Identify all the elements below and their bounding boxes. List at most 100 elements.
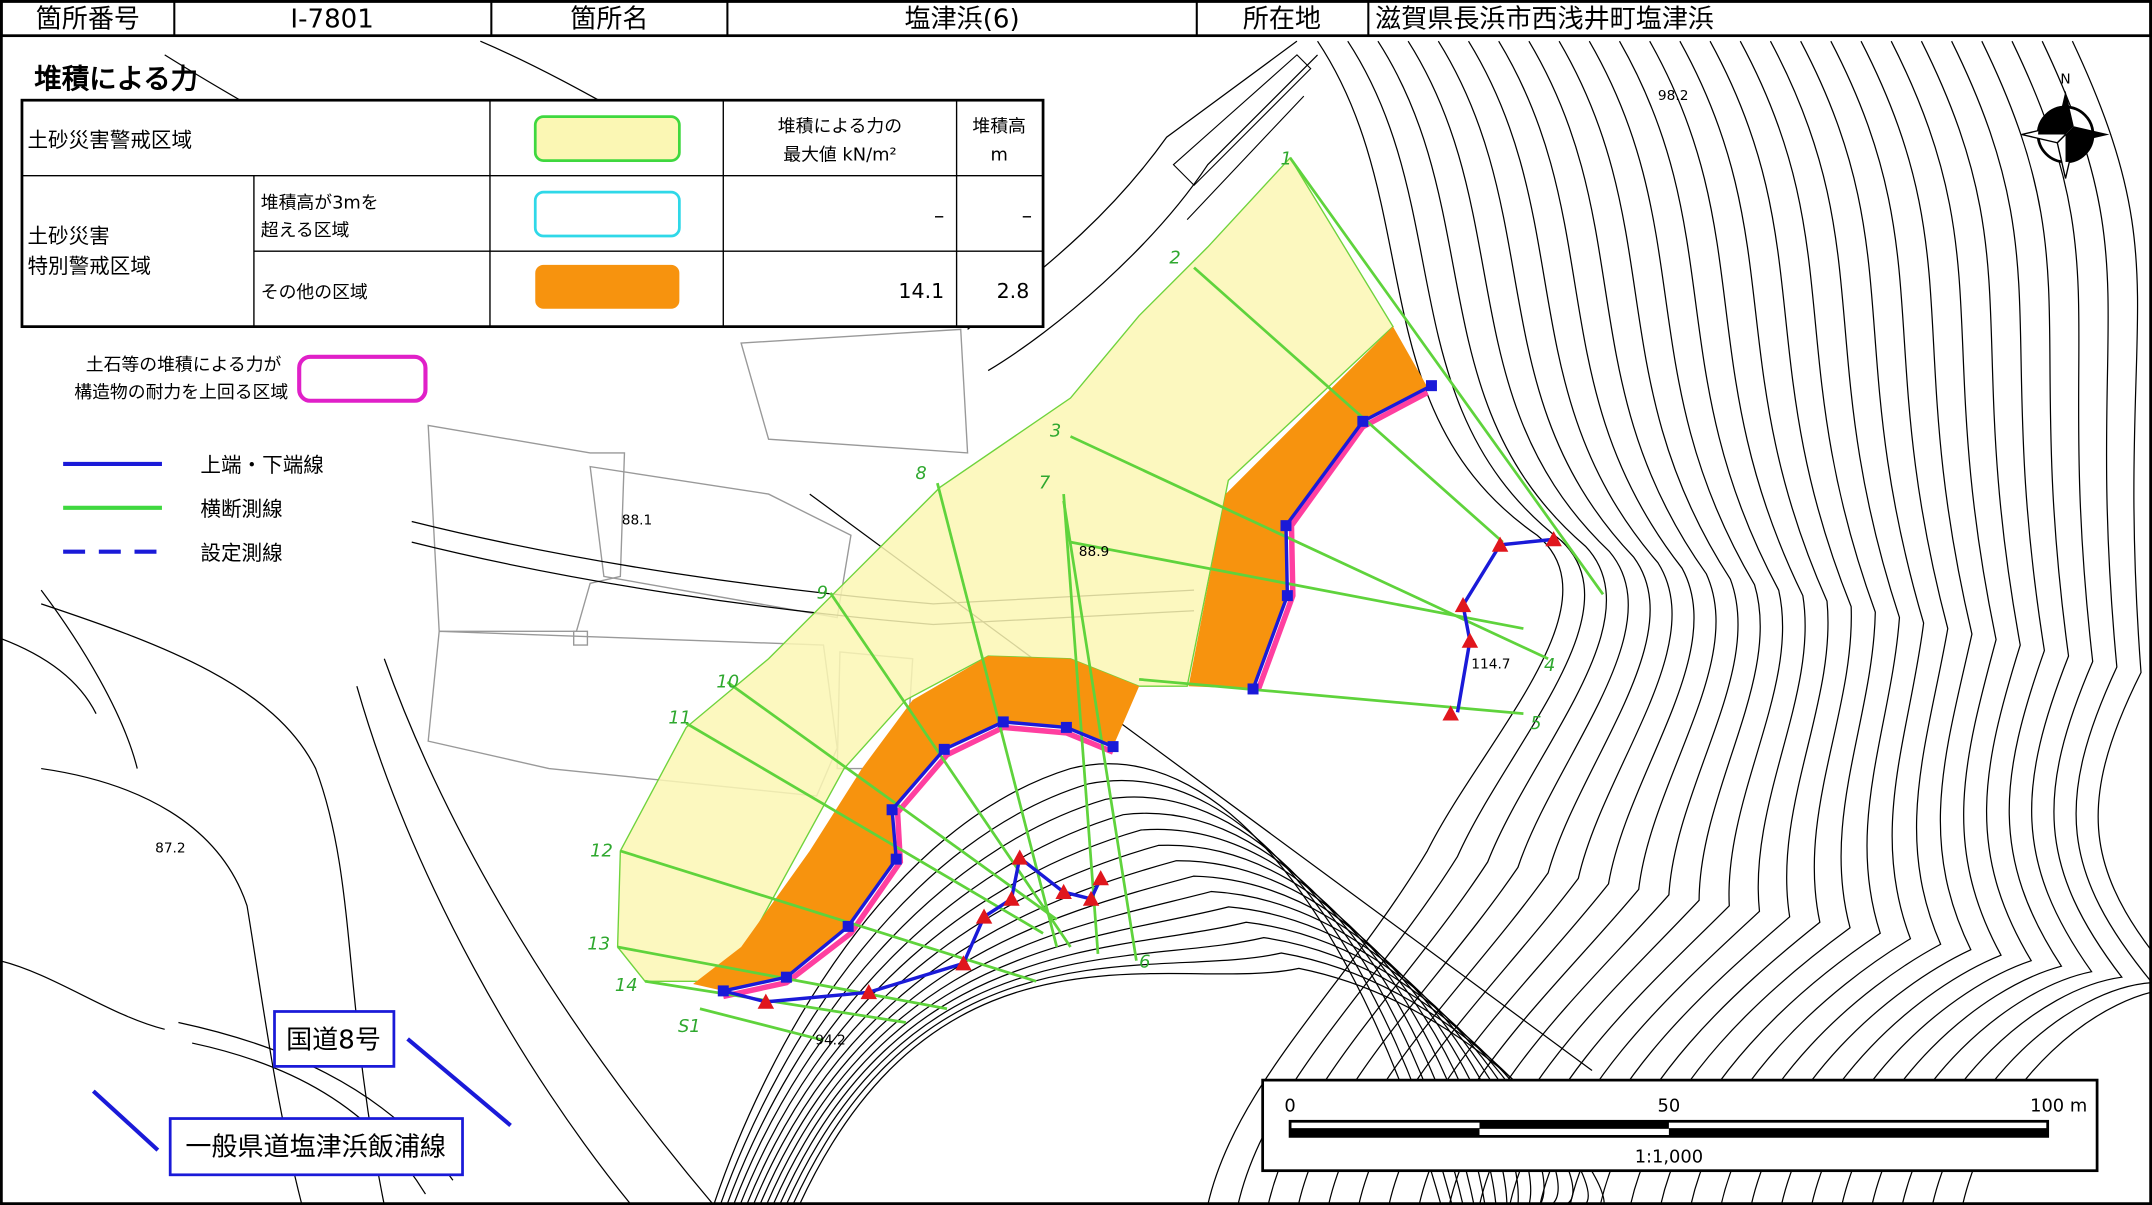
- setting-point: [1545, 531, 1562, 547]
- contour-line: [739, 828, 1486, 1205]
- contour-line: [1599, 40, 1852, 1205]
- contour-line: [1388, 40, 1695, 1205]
- road-labels-part: [273, 1010, 396, 1068]
- contour-line: [1961, 40, 2152, 1205]
- edge-points-part: [1357, 415, 1369, 427]
- contour-line: [1690, 40, 1925, 1205]
- setting-point: [1442, 705, 1459, 721]
- contour-line: [746, 844, 1497, 1205]
- label: 7: [1039, 473, 1051, 494]
- label: 1: [1280, 149, 1291, 170]
- contour-line: [1207, 40, 1564, 1205]
- label: 特別警戒区域: [27, 254, 150, 278]
- label: 所在地: [1243, 4, 1321, 34]
- edge-points-part: [938, 743, 950, 755]
- contour-line: [1237, 40, 1586, 1205]
- north-arrow: N: [2021, 72, 2110, 179]
- scale-bar-part: [1668, 1128, 2048, 1137]
- label: 4: [1544, 655, 1555, 676]
- setting-point: [757, 993, 775, 1009]
- edge-lines-part: [1499, 537, 1554, 547]
- label: 10: [716, 672, 739, 693]
- label: 13: [587, 934, 610, 955]
- label: 最大値 kN/m²: [783, 145, 896, 166]
- contour-line: [1811, 40, 2033, 1205]
- cross-section-lines-part: [685, 722, 1044, 935]
- legend-part: [21, 100, 1044, 327]
- contour-line: [1327, 40, 1651, 1205]
- label: その他の区域: [261, 282, 368, 303]
- label: 2: [1169, 248, 1180, 269]
- north-arrow-part: [2038, 107, 2093, 162]
- label: 8: [915, 463, 926, 484]
- contour-line: [1901, 40, 2123, 1205]
- base-map-part: [0, 637, 97, 714]
- edge-points-part: [1247, 683, 1259, 695]
- edge-points-part: [1107, 741, 1119, 753]
- label: S1: [678, 1016, 701, 1037]
- label: 箇所名: [570, 4, 648, 34]
- label: 土砂災害: [27, 224, 109, 248]
- label: 塩津浜(6): [905, 4, 1020, 34]
- edge-points-part: [886, 804, 898, 816]
- label: 滋賀県長浜市西浅井町塩津浜: [1375, 4, 1714, 34]
- label: 設定測線: [200, 541, 282, 565]
- edge-points-part: [1281, 590, 1293, 602]
- label: 14.1: [898, 279, 944, 303]
- setting-point: [1454, 597, 1472, 613]
- legend-title: 堆積による力: [34, 64, 198, 95]
- contour-line: [752, 860, 1508, 1205]
- edge-lines-part: [1455, 543, 1502, 713]
- label: 土砂災害警戒区域: [27, 128, 192, 152]
- label: –: [934, 203, 944, 227]
- label: 88.9: [1079, 544, 1110, 560]
- legend-part: [297, 354, 428, 403]
- label: 11: [668, 707, 691, 728]
- legend: 堆積による力 土砂災害警戒区域 土砂災害 特別警戒区域 堆積高が3mを 超える区…: [20, 64, 1045, 565]
- cross-section-lines-part: [1069, 435, 1549, 661]
- label: 箇所番号: [36, 4, 140, 34]
- edge-points-part: [890, 853, 902, 865]
- scale-bar-part: [1479, 1121, 1669, 1129]
- setting-point: [1082, 890, 1100, 906]
- contour-line: [1841, 40, 2063, 1205]
- base-map-part: [0, 960, 165, 1030]
- special-zone: [693, 656, 1140, 991]
- label: 14: [615, 975, 638, 996]
- label: 2.8: [997, 279, 1030, 303]
- edge-points-part: [780, 971, 792, 983]
- base-map-part: [41, 767, 303, 1205]
- label: 堆積による力の: [778, 116, 902, 137]
- base-map-part: [573, 630, 589, 646]
- setting-point: [1055, 883, 1072, 899]
- contour-line: [1358, 40, 1673, 1205]
- setting-point: [860, 984, 877, 1000]
- contour-line: [1660, 40, 1901, 1205]
- label: 堆積高が3mを: [261, 193, 379, 214]
- label: 94.2: [815, 1032, 846, 1048]
- label: 87.2: [155, 840, 186, 856]
- contour-line: [1418, 40, 1717, 1205]
- edge-points-part: [1060, 721, 1072, 733]
- base-map-part: [40, 589, 138, 769]
- label: 114.7: [1471, 656, 1510, 672]
- base-map-part: [987, 54, 1318, 372]
- base-map-part: [589, 465, 852, 619]
- contour-line: [1539, 40, 1806, 1205]
- label: N: [2060, 72, 2070, 88]
- setting-point: [955, 955, 972, 971]
- contour-line: [1750, 40, 1973, 1205]
- contour-line: [1569, 40, 1829, 1205]
- edge-points-part: [717, 985, 729, 997]
- header-part: [173, 1, 1370, 36]
- label: 3: [1050, 420, 1061, 441]
- contour-line: [1629, 40, 1876, 1205]
- legend-part: [533, 190, 681, 238]
- label: 0: [1284, 1096, 1295, 1117]
- setting-point: [1491, 536, 1509, 552]
- contour-line: [1509, 40, 1784, 1205]
- label: 土石等の堆積による力が: [86, 355, 282, 376]
- road-labels-part: [91, 1089, 160, 1152]
- label: 超える区域: [261, 220, 350, 241]
